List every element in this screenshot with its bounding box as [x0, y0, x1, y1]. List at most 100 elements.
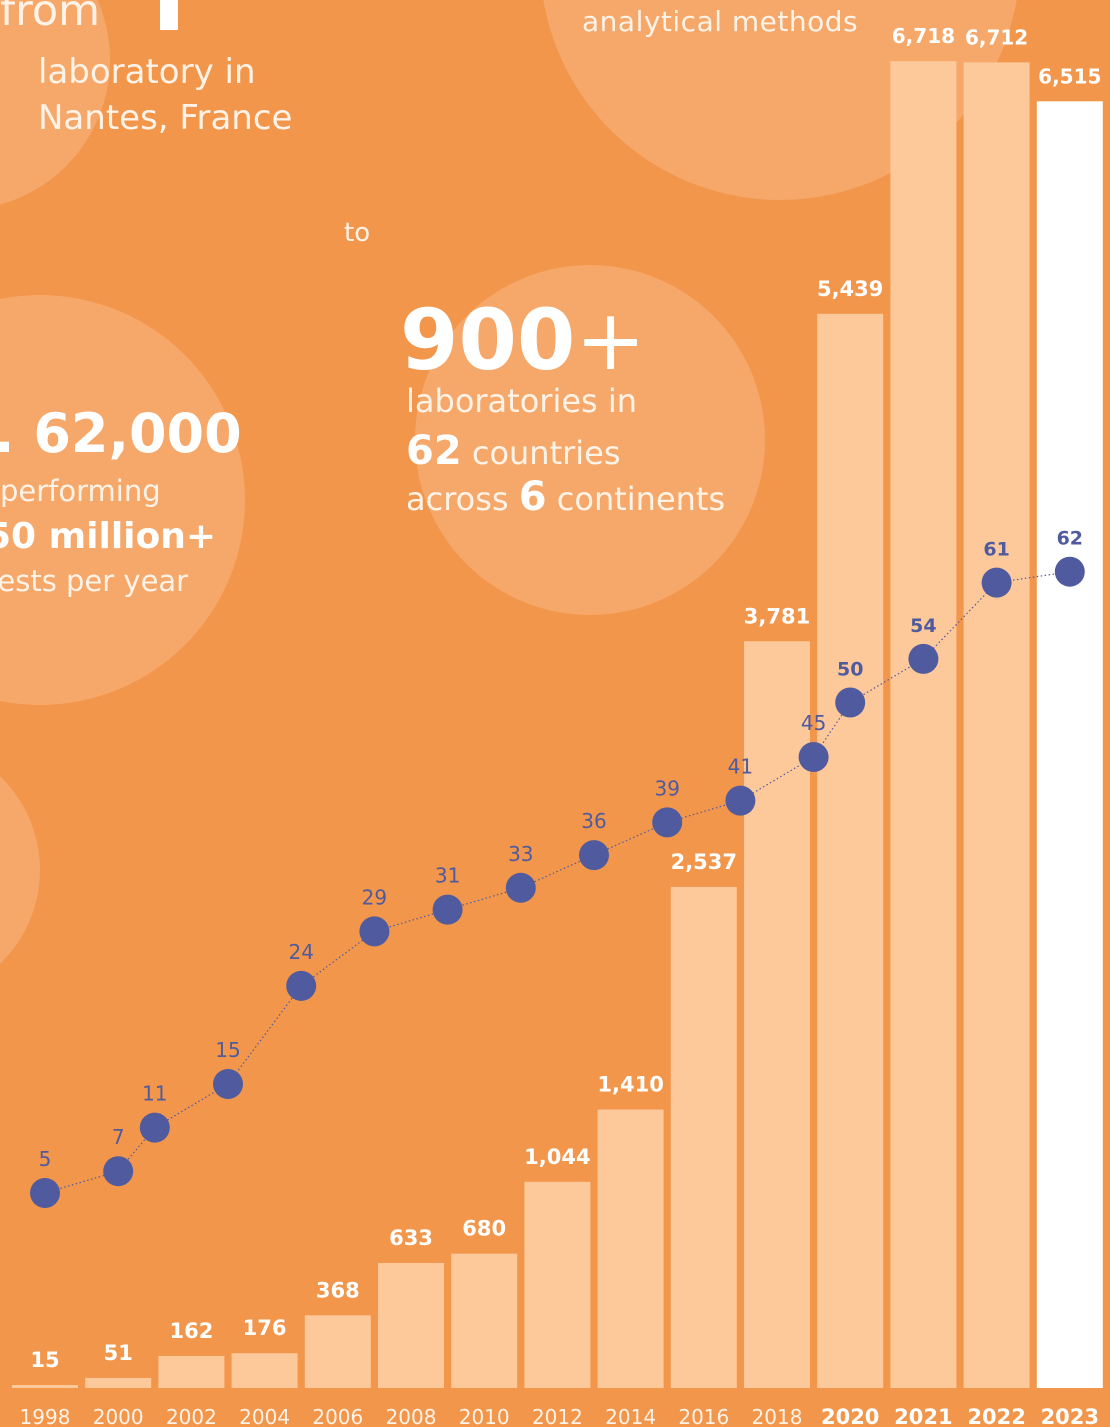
x-tick-label: 2002 [166, 1405, 217, 1427]
bar-2014 [597, 1109, 664, 1388]
countries-dot [30, 1178, 60, 1208]
countries-dot [1054, 556, 1085, 587]
bar-2022 [963, 62, 1030, 1388]
bar-value-label: 1,044 [524, 1145, 590, 1169]
staff-number: . 62,000 [0, 402, 242, 465]
bar-2010 [451, 1253, 518, 1388]
bar-value-label: 3,781 [744, 604, 810, 628]
countries-dot [359, 916, 390, 947]
from-text: from [0, 0, 101, 36]
countries-dot [432, 894, 463, 925]
x-tick-label: 2012 [532, 1405, 583, 1427]
methods-text: analytical methods [582, 5, 859, 38]
bar-value-label: 6,718 [892, 24, 955, 48]
bubble-left [0, 295, 245, 705]
x-tick-label: 2008 [386, 1405, 437, 1427]
countries-dot-label: 41 [728, 755, 753, 779]
bar-value-label: 51 [104, 1341, 133, 1365]
bubble-top-left [0, 0, 110, 205]
across-word: across [406, 480, 509, 518]
bar-value-label: 633 [389, 1226, 433, 1250]
countries-dot [908, 643, 939, 674]
countries-dot-label: 24 [288, 940, 313, 964]
countries-dot-label: 54 [910, 615, 936, 637]
x-tick-label: 2006 [312, 1405, 363, 1427]
countries-dot [798, 742, 829, 772]
bar-2018 [744, 641, 810, 1388]
bar-value-label: 162 [169, 1319, 213, 1343]
labs-count-number: 900 [400, 291, 576, 389]
bar-value-label: 176 [243, 1316, 287, 1340]
bubble-lower-left [0, 776, 40, 964]
bar-value-label: 1,410 [597, 1073, 663, 1097]
x-tick-label: 2016 [678, 1405, 729, 1427]
x-tick-label: 2023 [1041, 1405, 1099, 1427]
bar-value-label: 368 [316, 1278, 360, 1302]
countries-dot-label: 31 [435, 864, 460, 888]
countries-line [44, 571, 1070, 1194]
cursor-block [160, 0, 178, 30]
countries-dot [981, 567, 1012, 598]
bar-2012 [524, 1181, 591, 1388]
countries-dot-label: 45 [801, 711, 826, 735]
x-tick-label: 1998 [20, 1405, 71, 1427]
x-tick-label: 2014 [605, 1405, 656, 1427]
labs-count-plus: + [575, 291, 646, 389]
countries-dot-label: 50 [837, 659, 863, 681]
countries-dot [579, 840, 609, 871]
bar-2004 [231, 1353, 298, 1388]
laboratory-in-text: laboratory in [38, 52, 256, 92]
bubble-center [415, 265, 765, 615]
countries-dot-label: 29 [362, 885, 387, 909]
x-tick-label: 2018 [752, 1405, 803, 1427]
countries-dot [835, 687, 866, 718]
x-tick-label: 2000 [93, 1405, 144, 1427]
tests-number: 50 million+ [0, 516, 217, 557]
nantes-text: Nantes, France [38, 98, 293, 138]
countries-dot [213, 1069, 243, 1099]
x-tick-label: 2004 [239, 1405, 290, 1427]
bar-value-label: 6,712 [965, 25, 1028, 49]
labs-count: 900+ [400, 290, 646, 390]
countries-dot-label: 33 [508, 842, 533, 866]
countries-number: 62 [406, 428, 462, 474]
countries-dot-label: 7 [112, 1125, 125, 1149]
countries-dot [286, 970, 317, 1001]
bar-2000 [85, 1377, 152, 1388]
countries-dot [652, 807, 683, 838]
bar-2002 [158, 1356, 225, 1388]
tests-per-year-text: tests per year [0, 564, 189, 598]
x-tick-label: 2020 [821, 1405, 879, 1427]
bar-2023 [1036, 101, 1103, 1389]
countries-dot [725, 785, 756, 816]
continents-number: 6 [518, 474, 547, 520]
bar-2006 [304, 1315, 371, 1388]
bar-value-label: 15 [30, 1348, 59, 1372]
bar-2008 [378, 1262, 444, 1388]
countries-dot-label: 39 [654, 776, 679, 800]
countries-dot [505, 872, 536, 903]
countries-line: 62 countries [406, 428, 621, 474]
countries-dot-label: 62 [1057, 528, 1083, 550]
bar-value-label: 6,515 [1038, 64, 1101, 88]
countries-word: countries [471, 434, 621, 472]
to-text: to [344, 218, 371, 248]
bar-value-label: 2,537 [671, 850, 737, 874]
bar-value-label: 680 [462, 1217, 506, 1241]
x-tick-label: 2021 [894, 1405, 952, 1427]
continents-word: continents [556, 480, 726, 518]
bar-2016 [670, 886, 737, 1388]
bar-1998 [12, 1385, 78, 1388]
countries-dot [103, 1156, 134, 1187]
x-tick-label: 2010 [459, 1405, 510, 1427]
countries-dot-label: 61 [983, 539, 1009, 561]
bar-2020 [817, 313, 884, 1388]
performing-text: performing [0, 474, 161, 508]
countries-dot-label: 5 [39, 1147, 52, 1171]
labs-in-text: laboratories in [406, 382, 638, 420]
countries-dot-label: 11 [142, 1082, 167, 1106]
countries-dot-label: 36 [581, 809, 606, 833]
x-tick-label: 2022 [967, 1405, 1025, 1427]
